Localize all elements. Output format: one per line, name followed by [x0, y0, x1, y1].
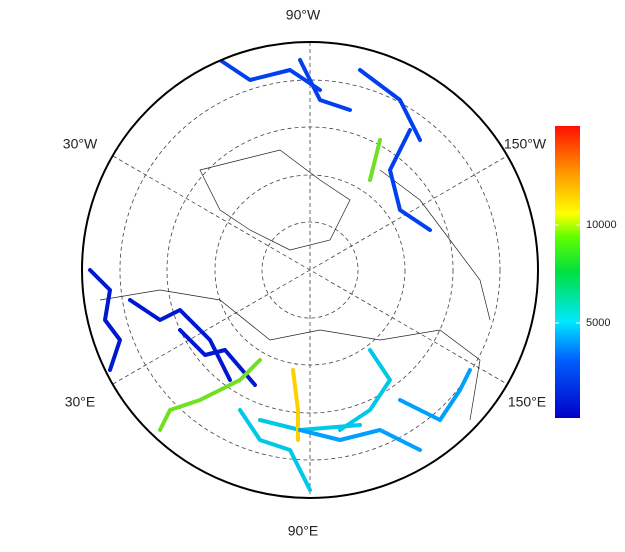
- longitude-label: 30°E: [65, 394, 96, 410]
- longitude-label: 90°W: [286, 7, 321, 23]
- colorbar-tick-label: 10000: [586, 219, 617, 231]
- graticule: [112, 42, 508, 498]
- colorbar: [555, 126, 580, 418]
- longitude-label: 90°E: [288, 523, 319, 539]
- longitude-label: 150°E: [508, 394, 546, 410]
- map-border: [81, 41, 539, 499]
- longitude-label: 150°W: [504, 136, 547, 152]
- land-and-rivers: [88, 58, 491, 492]
- longitude-label: 30°W: [63, 136, 98, 152]
- colorbar-tick-label: 5000: [586, 317, 610, 329]
